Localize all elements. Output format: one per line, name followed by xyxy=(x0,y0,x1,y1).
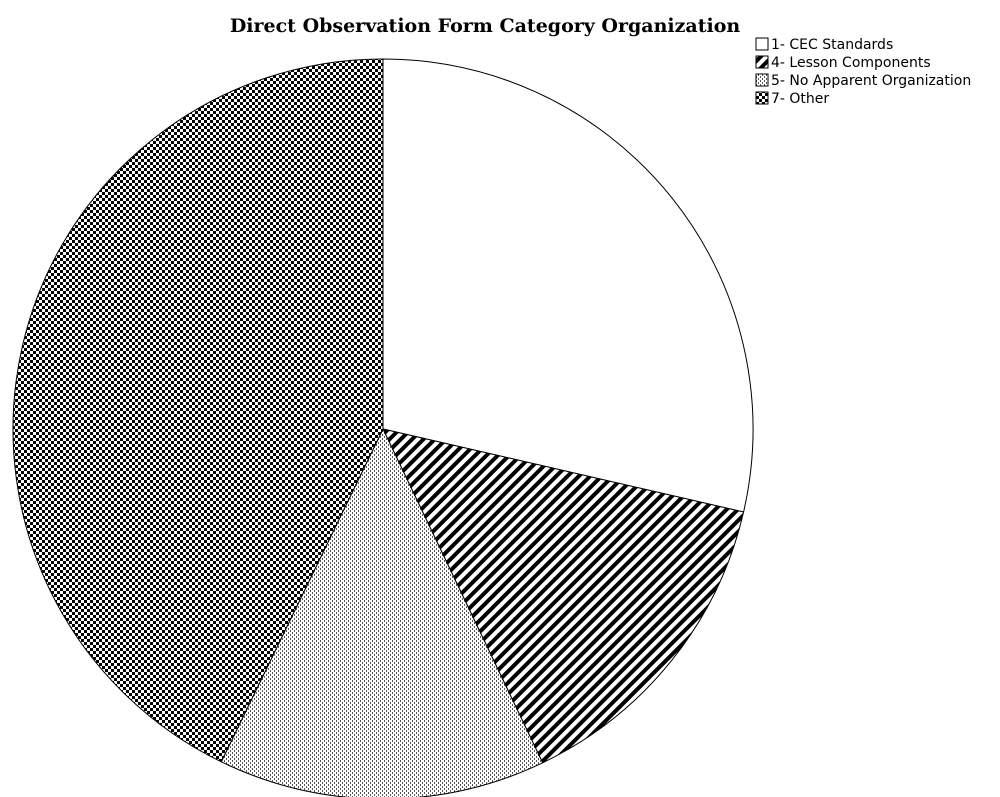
legend-label: 1- CEC Standards xyxy=(771,37,893,53)
legend-swatch xyxy=(755,73,769,87)
pie-slice-4-lesson-components xyxy=(382,428,745,764)
pie-slice-5-no-apparent-organization xyxy=(220,427,544,797)
pie-slice-1-cec-standards xyxy=(382,58,754,513)
pie-slices xyxy=(12,58,754,797)
pie-slice-7-other xyxy=(12,58,384,763)
legend-label: 4- Lesson Components xyxy=(771,55,931,71)
legend: 1- CEC Standards 4- Lesson Components 5- N… xyxy=(755,37,971,107)
legend-swatch xyxy=(755,55,769,69)
legend-swatch xyxy=(755,37,769,51)
legend-swatch xyxy=(755,91,769,105)
legend-label: 5- No Apparent Organization xyxy=(771,73,971,89)
legend-label: 7- Other xyxy=(771,91,829,107)
chart-title: Direct Observation Form Category Organiz… xyxy=(230,15,741,37)
